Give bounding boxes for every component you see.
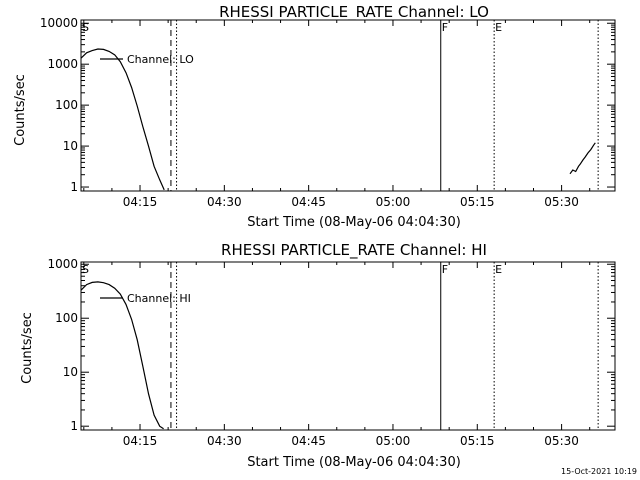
legend-label: Channel: LO <box>127 53 194 66</box>
panel-lo: RHESSI PARTICLE_RATE Channel: LO Counts/… <box>13 3 616 230</box>
y-tick-label: 1 <box>70 419 78 433</box>
event-marker-label: F <box>442 21 448 34</box>
x-tick-label: 04:30 <box>207 434 242 448</box>
event-marker-label: F <box>442 263 448 276</box>
x-tick-label: 05:15 <box>460 434 495 448</box>
event-marker-label: E <box>495 21 502 34</box>
y-axis-label: Counts/sec <box>20 312 35 384</box>
chart-title: RHESSI PARTICLE_RATE Channel: LO <box>219 3 489 22</box>
y-tick-label: 10 <box>63 365 78 379</box>
x-tick-label: 05:00 <box>376 434 411 448</box>
legend-label: Channel: HI <box>127 292 191 305</box>
y-tick-label: 1000 <box>47 57 78 71</box>
plot-frame <box>80 19 616 192</box>
y-tick-label: 1000 <box>47 257 78 271</box>
footer-timestamp: 15-Oct-2021 10:19 <box>561 467 637 476</box>
series-line <box>569 142 596 175</box>
panel-hi: RHESSI PARTICLE_RATE Channel: HI Counts/… <box>20 241 616 470</box>
y-tick-label: 1 <box>70 180 78 194</box>
event-marker-label: S <box>82 21 89 34</box>
y-tick-label: 100 <box>55 98 78 112</box>
x-tick-label: 04:15 <box>123 195 158 209</box>
plot-frame <box>80 261 616 431</box>
series-line <box>80 281 164 430</box>
y-tick-label: 100 <box>55 311 78 325</box>
event-marker-label: S <box>82 263 89 276</box>
x-tick-label: 04:15 <box>123 434 158 448</box>
x-tick-label: 04:45 <box>291 434 326 448</box>
x-axis-label: Start Time (08-May-06 04:04:30) <box>247 215 461 230</box>
chart-title: RHESSI PARTICLE_RATE Channel: HI <box>221 241 487 260</box>
series-line <box>80 48 165 191</box>
x-tick-label: 05:00 <box>376 195 411 209</box>
y-axis-label: Counts/sec <box>13 74 28 146</box>
x-tick-label: 05:15 <box>460 195 495 209</box>
y-tick-label: 10 <box>63 139 78 153</box>
x-axis-label: Start Time (08-May-06 04:04:30) <box>247 455 461 470</box>
x-tick-label: 05:30 <box>544 434 579 448</box>
x-tick-label: 04:30 <box>207 195 242 209</box>
y-tick-label: 10000 <box>40 16 78 30</box>
event-marker-label: E <box>495 263 502 276</box>
x-tick-label: 05:30 <box>544 195 579 209</box>
x-tick-label: 04:45 <box>291 195 326 209</box>
